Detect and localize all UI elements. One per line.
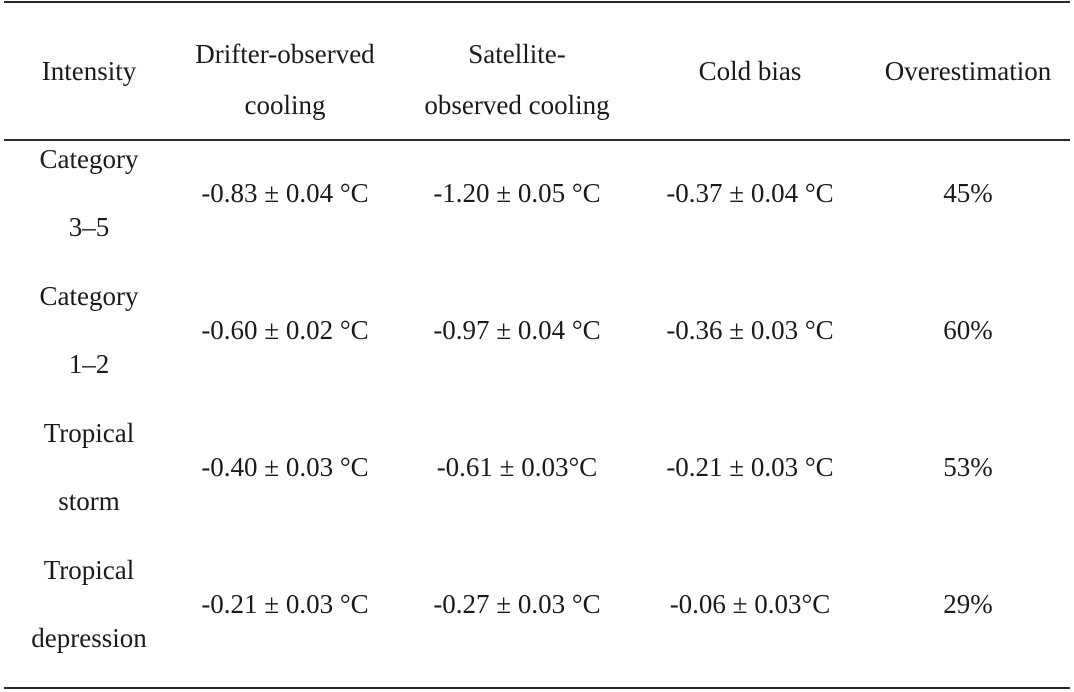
intensity-line1: Tropical [43,554,135,585]
intensity-line2: depression [31,622,147,653]
cell-overestimation: 29% [943,588,993,619]
cell-drifter: -0.21 ± 0.03 °C [201,588,369,619]
header-drifter-line1: Drifter-observed [195,38,375,69]
cell-satellite: -0.97 ± 0.04 °C [433,314,601,345]
table-row: Category 1–2 -0.60 ± 0.02 °C -0.97 ± 0.0… [4,261,1070,398]
cell-drifter: -0.60 ± 0.02 °C [201,314,369,345]
cell-cold-bias: -0.36 ± 0.03 °C [666,314,834,345]
header-cold-bias-text: Cold bias [698,55,802,86]
cell-overestimation: 45% [943,177,993,208]
data-table: Intensity Drifter-observed cooling Satel… [4,0,1070,692]
cell-overestimation: 60% [943,314,993,345]
intensity-line1: Category [39,143,139,174]
cell-drifter: -0.83 ± 0.04 °C [201,177,369,208]
intensity-line1: Tropical [43,417,135,448]
header-intensity: Intensity [6,2,172,139]
intensity-line2: 1–2 [68,348,110,379]
intensity-line2: storm [58,485,120,516]
intensity-line2: 3–5 [68,211,110,242]
table-row: Category 3–5 -0.83 ± 0.04 °C -1.20 ± 0.0… [4,124,1070,261]
cell-satellite: -0.27 ± 0.03 °C [433,588,601,619]
header-drifter-cooling: Drifter-observed cooling [172,2,398,139]
table-header-row: Intensity Drifter-observed cooling Satel… [4,2,1070,139]
cell-satellite: -0.61 ± 0.03°C [436,451,598,482]
table-bottom-rule [4,687,1070,689]
cell-drifter: -0.40 ± 0.03 °C [201,451,369,482]
cell-satellite: -1.20 ± 0.05 °C [433,177,601,208]
header-drifter-line2: cooling [244,89,326,120]
header-intensity-text: Intensity [41,55,137,86]
cell-cold-bias: -0.37 ± 0.04 °C [666,177,834,208]
header-satellite-cooling: Satellite- observed cooling [400,2,634,139]
cell-intensity: Tropical storm [6,398,172,535]
table-header-rule [4,139,1070,141]
cell-intensity: Category 3–5 [6,124,172,261]
header-satellite-line1: Satellite- [468,38,566,69]
table-row: Tropical storm -0.40 ± 0.03 °C -0.61 ± 0… [4,398,1070,535]
header-overestimation: Overestimation [866,2,1070,139]
header-satellite-line2: observed cooling [424,89,610,120]
header-overestimation-text: Overestimation [884,55,1052,86]
cell-intensity: Tropical depression [6,535,172,672]
cell-intensity: Category 1–2 [6,261,172,398]
cell-cold-bias: -0.06 ± 0.03°C [669,588,831,619]
cell-overestimation: 53% [943,451,993,482]
table-top-rule [4,1,1070,3]
intensity-line1: Category [39,280,139,311]
header-cold-bias: Cold bias [634,2,866,139]
table-row: Tropical depression -0.21 ± 0.03 °C -0.2… [4,535,1070,672]
cell-cold-bias: -0.21 ± 0.03 °C [666,451,834,482]
